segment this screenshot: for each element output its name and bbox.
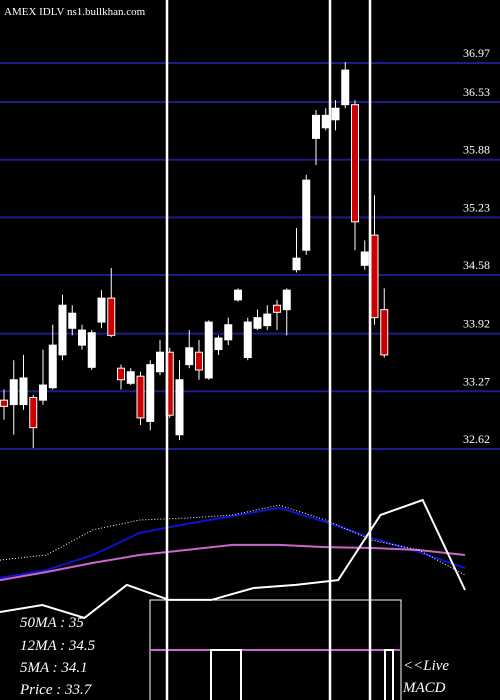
candle-body — [214, 337, 223, 351]
indicator-line — [0, 543, 466, 582]
candle-body — [29, 396, 38, 429]
candle-body — [107, 297, 116, 336]
candle-body — [97, 297, 106, 323]
candle-body — [136, 375, 145, 419]
candle-body — [126, 371, 135, 384]
candle-body — [282, 289, 291, 311]
chart-title: AMEX IDLV ns1.bullkhan.com — [4, 6, 146, 18]
candle-body — [263, 313, 272, 327]
macd-bar — [384, 649, 394, 700]
indicator-line — [0, 506, 466, 579]
candle-body — [185, 347, 194, 366]
candle-body — [78, 329, 86, 346]
y-tick-label: 33.92 — [463, 317, 490, 331]
candle-body — [87, 332, 96, 368]
annotations: 50MA : 35 12MA : 34.5 5MA : 34.1 Price : 33… — [19, 615, 449, 698]
candle-body — [243, 321, 252, 359]
y-tick-label: 34.58 — [463, 258, 490, 272]
y-tick-label: 36.97 — [463, 46, 490, 60]
y-tick-label: 35.23 — [463, 200, 490, 214]
candle-body — [321, 114, 330, 129]
y-tick-label: 36.53 — [463, 85, 490, 99]
candle-body — [156, 351, 164, 373]
candle-body — [117, 367, 125, 381]
annotation: <<Live — [403, 658, 449, 674]
annotation: Price : 33.7 — [19, 682, 93, 698]
candle-body — [360, 251, 369, 266]
candle-body — [39, 384, 47, 401]
candle-body — [234, 289, 242, 301]
candle-body — [68, 312, 77, 329]
candle-body — [292, 257, 301, 271]
candle-body — [273, 304, 281, 313]
indicator-line — [0, 504, 466, 576]
candle-body — [9, 379, 18, 406]
candle-body — [331, 107, 340, 121]
macd-bar — [210, 649, 242, 700]
candle-body — [58, 304, 67, 356]
indicator-panel — [0, 498, 466, 700]
candle-body — [380, 309, 389, 356]
candle-body — [48, 344, 57, 389]
candle-body — [370, 234, 379, 319]
candle-body — [0, 399, 8, 407]
candle-body — [312, 114, 320, 139]
candle-body — [19, 377, 28, 406]
candle-body — [146, 364, 155, 422]
candle-body — [195, 351, 203, 371]
indicator-line — [0, 498, 466, 620]
candle-body — [175, 379, 184, 436]
annotation: 12MA : 34.5 — [20, 638, 96, 654]
y-tick-label: 33.27 — [463, 374, 490, 388]
candle-body — [224, 324, 233, 341]
annotation: MACD — [402, 680, 446, 696]
annotation: 50MA : 35 — [20, 615, 84, 631]
y-tick-label: 35.88 — [463, 143, 490, 157]
annotation: 5MA : 34.1 — [20, 660, 88, 676]
candle-body — [253, 317, 262, 329]
candle-body — [351, 104, 359, 223]
y-tick-label: 32.62 — [463, 432, 490, 446]
candle-body — [341, 69, 350, 106]
candle-body — [204, 321, 213, 379]
candle-body — [302, 179, 311, 251]
